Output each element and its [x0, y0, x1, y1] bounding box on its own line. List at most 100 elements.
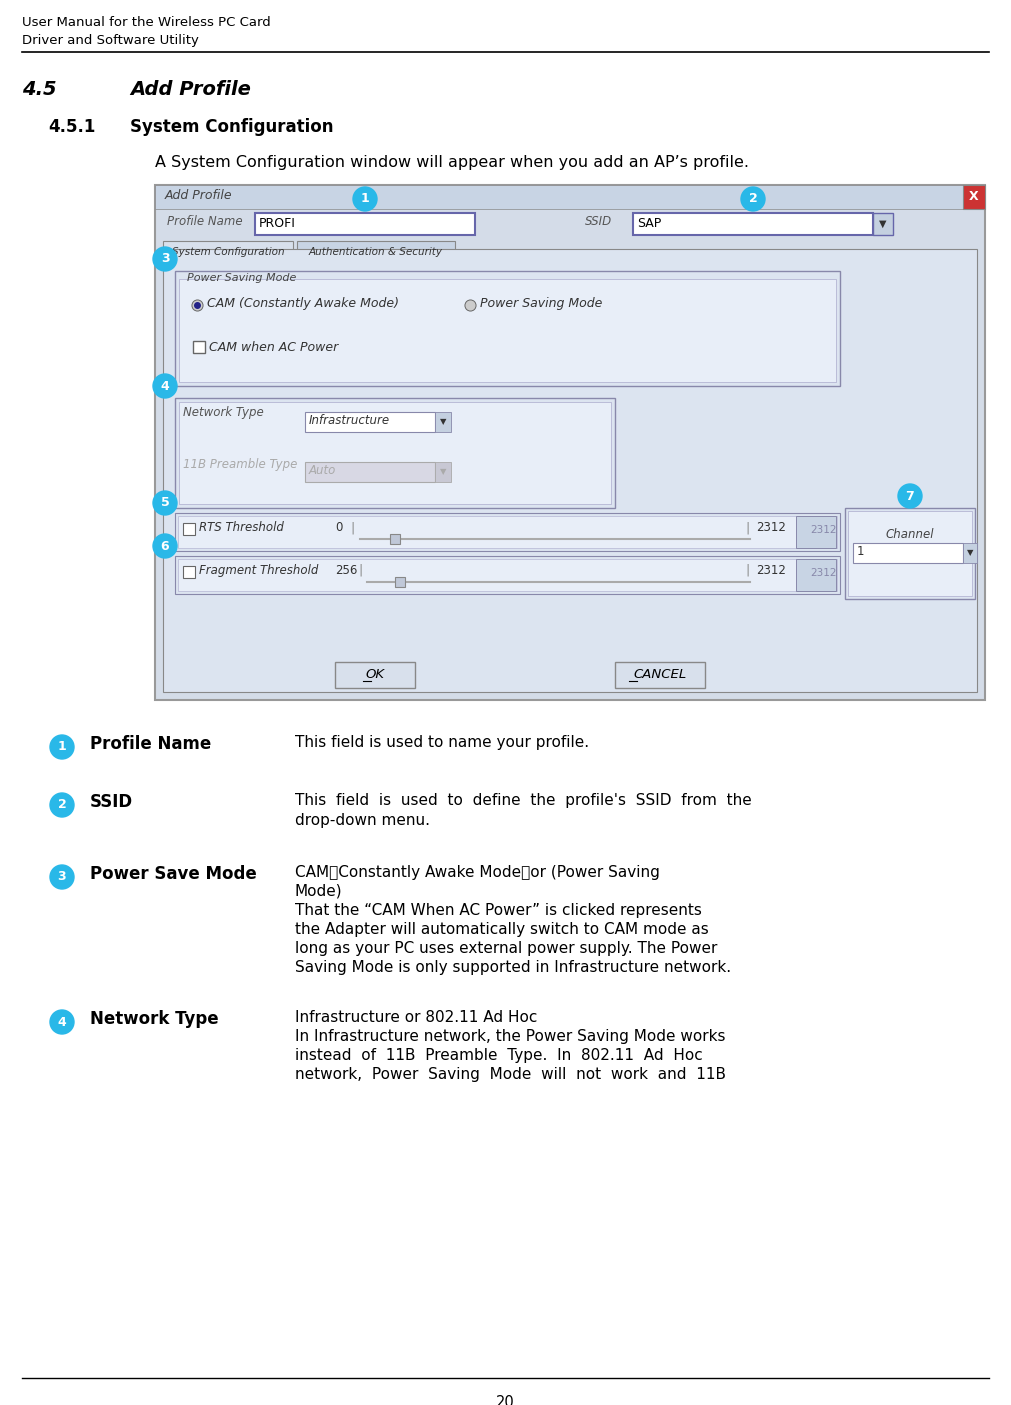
- Bar: [179, 402, 611, 504]
- Text: 4: 4: [161, 379, 170, 392]
- Text: Infrastructure or 802.11 Ad Hoc: Infrastructure or 802.11 Ad Hoc: [295, 1010, 538, 1026]
- Text: |: |: [358, 563, 362, 577]
- Text: A System Configuration window will appear when you add an AP’s profile.: A System Configuration window will appea…: [155, 155, 749, 170]
- Text: PROFI: PROFI: [259, 216, 296, 230]
- Bar: [255, 214, 475, 235]
- Text: That the “CAM When AC Power” is clicked represents: That the “CAM When AC Power” is clicked …: [295, 903, 702, 917]
- Text: 7: 7: [906, 489, 914, 503]
- Text: SSID: SSID: [585, 215, 612, 228]
- Text: RTS Threshold: RTS Threshold: [199, 521, 284, 534]
- Circle shape: [353, 187, 377, 211]
- Text: CAM (Constantly Awake Mode): CAM (Constantly Awake Mode): [207, 296, 399, 311]
- Text: User Manual for the Wireless PC Card: User Manual for the Wireless PC Card: [22, 15, 271, 30]
- Text: 5: 5: [161, 496, 170, 510]
- Text: 2312: 2312: [756, 521, 786, 534]
- Bar: [175, 513, 840, 551]
- Text: ▼: ▼: [967, 548, 974, 558]
- Circle shape: [741, 187, 765, 211]
- Text: Add Profile: Add Profile: [130, 80, 251, 98]
- Bar: [435, 412, 451, 431]
- Bar: [305, 462, 435, 482]
- Text: Driver and Software Utility: Driver and Software Utility: [22, 34, 199, 46]
- Text: Saving Mode is only supported in Infrastructure network.: Saving Mode is only supported in Infrast…: [295, 960, 731, 975]
- Bar: [163, 242, 293, 263]
- Bar: [183, 566, 195, 577]
- Circle shape: [50, 865, 74, 889]
- Text: 4.5: 4.5: [22, 80, 57, 98]
- Text: Authentication & Security: Authentication & Security: [309, 247, 443, 257]
- Text: Mode): Mode): [295, 884, 343, 899]
- Text: In Infrastructure network, the Power Saving Mode works: In Infrastructure network, the Power Sav…: [295, 1028, 726, 1044]
- Circle shape: [50, 735, 74, 759]
- Text: ▼: ▼: [440, 417, 446, 427]
- Text: 2312: 2312: [756, 563, 786, 577]
- Text: Channel: Channel: [886, 528, 934, 541]
- Text: Power Saving Mode: Power Saving Mode: [187, 273, 296, 282]
- Text: 1: 1: [361, 192, 369, 205]
- Text: Profile Name: Profile Name: [167, 215, 243, 228]
- Text: Network Type: Network Type: [183, 406, 264, 419]
- Text: System Configuration: System Configuration: [172, 247, 284, 257]
- Text: long as your PC uses external power supply. The Power: long as your PC uses external power supp…: [295, 941, 718, 955]
- Circle shape: [50, 792, 74, 816]
- Bar: [175, 271, 840, 386]
- Circle shape: [898, 483, 922, 509]
- Bar: [633, 214, 874, 235]
- Bar: [155, 185, 985, 700]
- Circle shape: [153, 247, 177, 271]
- Text: network,  Power  Saving  Mode  will  not  work  and  11B: network, Power Saving Mode will not work…: [295, 1066, 726, 1082]
- Text: Power Save Mode: Power Save Mode: [90, 865, 257, 882]
- Text: 256: 256: [335, 563, 357, 577]
- Bar: [163, 249, 977, 693]
- Text: CAM when AC Power: CAM when AC Power: [209, 341, 339, 354]
- Bar: [178, 516, 837, 548]
- Bar: [178, 559, 837, 592]
- Bar: [175, 398, 615, 509]
- Circle shape: [153, 374, 177, 398]
- Bar: [155, 185, 985, 209]
- Text: 1: 1: [857, 545, 864, 558]
- Circle shape: [153, 490, 177, 516]
- Text: 2312: 2312: [810, 568, 836, 577]
- Text: 6: 6: [161, 540, 169, 552]
- Text: Fragment Threshold: Fragment Threshold: [199, 563, 318, 577]
- Bar: [963, 185, 985, 209]
- Text: 20: 20: [495, 1395, 515, 1405]
- Text: 0: 0: [335, 521, 343, 534]
- Bar: [193, 341, 205, 353]
- Bar: [435, 462, 451, 482]
- Text: 2: 2: [748, 192, 757, 205]
- Bar: [297, 242, 455, 263]
- Bar: [179, 280, 836, 382]
- Bar: [853, 542, 963, 563]
- Text: This  field  is  used  to  define  the  profile's  SSID  from  the: This field is used to define the profile…: [295, 792, 752, 808]
- Text: This field is used to name your profile.: This field is used to name your profile.: [295, 735, 589, 750]
- Text: Network Type: Network Type: [90, 1010, 218, 1028]
- Text: Power Saving Mode: Power Saving Mode: [480, 296, 603, 311]
- Text: drop-down menu.: drop-down menu.: [295, 813, 430, 828]
- Text: OK: OK: [365, 669, 384, 681]
- Bar: [183, 523, 195, 535]
- Text: 1: 1: [58, 740, 67, 753]
- Text: SAP: SAP: [637, 216, 661, 230]
- Text: Infrastructure: Infrastructure: [309, 414, 390, 427]
- Bar: [963, 542, 977, 563]
- Text: ▼: ▼: [880, 219, 887, 229]
- Text: 3: 3: [58, 871, 67, 884]
- Text: |: |: [745, 521, 749, 534]
- Bar: [796, 559, 836, 592]
- Bar: [848, 511, 972, 596]
- Text: System Configuration: System Configuration: [130, 118, 334, 136]
- Text: 2312: 2312: [810, 525, 836, 535]
- Text: Add Profile: Add Profile: [165, 190, 233, 202]
- Text: 2: 2: [58, 798, 67, 812]
- Bar: [335, 662, 415, 688]
- Text: CAM（Constantly Awake Mode）or (Power Saving: CAM（Constantly Awake Mode）or (Power Savi…: [295, 865, 660, 880]
- Text: 4: 4: [58, 1016, 67, 1028]
- Text: |: |: [350, 521, 354, 534]
- Bar: [175, 556, 840, 594]
- Bar: [845, 509, 975, 599]
- Text: 11B Preamble Type: 11B Preamble Type: [183, 458, 297, 471]
- Text: X: X: [970, 191, 979, 204]
- Text: Auto: Auto: [309, 464, 337, 478]
